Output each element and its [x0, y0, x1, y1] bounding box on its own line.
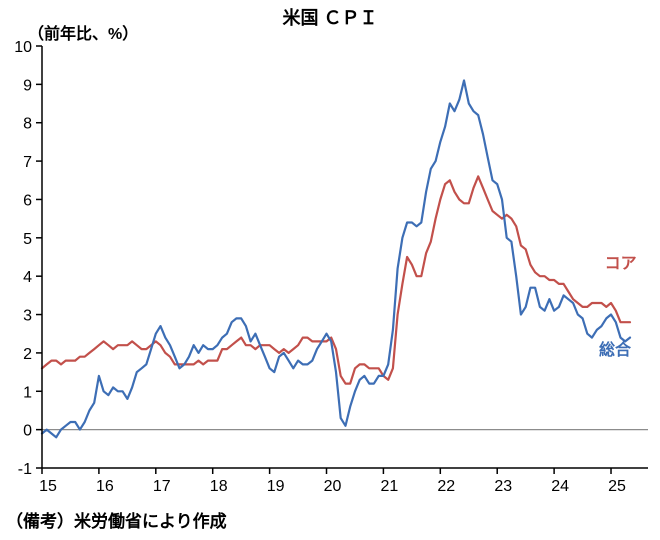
x-axis-tick-label: 23	[494, 478, 512, 495]
y-axis-tick-label: -1	[18, 461, 32, 478]
chart-title: 米国 ＣＰＩ	[282, 8, 378, 28]
source-note: （備考）米労働省により作成	[6, 512, 227, 531]
y-axis-tick-label: 1	[23, 384, 32, 401]
x-axis-tick-label: 19	[267, 478, 285, 495]
x-axis-tick-label: 22	[437, 478, 455, 495]
y-axis-tick-label: 3	[23, 308, 32, 325]
x-axis-tick-label: 15	[39, 478, 57, 495]
x-axis-tick-label: 16	[96, 478, 114, 495]
y-axis-tick-label: 10	[14, 39, 32, 56]
x-axis-tick-label: 24	[551, 478, 569, 495]
y-axis-tick-label: 7	[23, 154, 32, 171]
core-cpi-line	[40, 175, 632, 385]
headline-cpi-line	[40, 79, 632, 439]
x-axis-tick-label: 18	[210, 478, 228, 495]
y-axis-unit-label: （前年比、%）	[28, 26, 139, 43]
y-axis-tick-label: 5	[23, 231, 32, 248]
y-axis-tick-label: 2	[23, 346, 32, 363]
x-axis-tick-label: 17	[153, 478, 171, 495]
x-axis-tick-label: 20	[324, 478, 342, 495]
headline-cpi-label: 総合	[599, 340, 632, 359]
x-axis-tick-label: 21	[381, 478, 399, 495]
core-cpi-label: コア	[605, 256, 637, 273]
y-axis-tick-label: 8	[23, 116, 32, 133]
y-axis-tick-label: 6	[23, 192, 32, 209]
y-axis-tick-label: 9	[23, 77, 32, 94]
x-axis-tick-label: 25	[608, 478, 626, 495]
y-axis-tick-label: 4	[23, 269, 32, 286]
y-axis-tick-label: 0	[23, 423, 32, 440]
